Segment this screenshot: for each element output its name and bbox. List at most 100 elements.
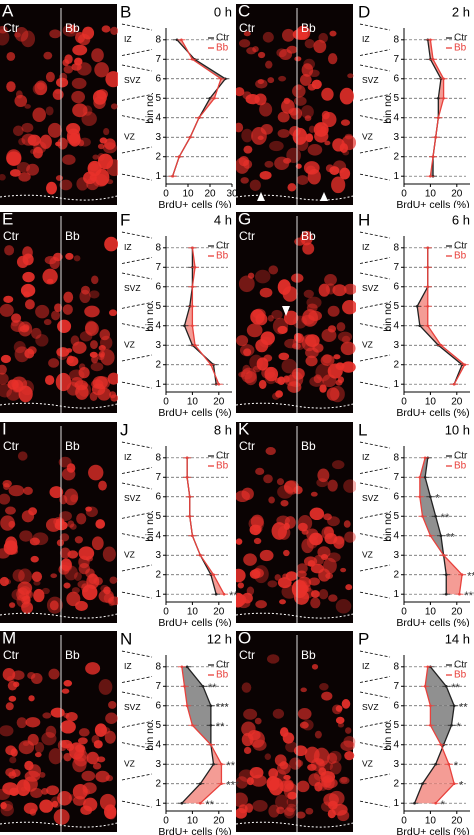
cell xyxy=(78,363,86,371)
y-tick-label: 2 xyxy=(155,569,161,580)
point xyxy=(199,553,202,557)
cell xyxy=(238,275,255,293)
cell xyxy=(85,506,93,512)
cell xyxy=(82,105,93,116)
cell xyxy=(109,391,117,399)
cell xyxy=(57,791,72,806)
cell xyxy=(108,309,118,317)
point xyxy=(180,665,184,669)
cell xyxy=(340,740,355,752)
x-tick-label: 20 xyxy=(451,397,463,408)
cell xyxy=(296,811,306,819)
difference-area xyxy=(200,764,222,784)
cell xyxy=(315,363,332,382)
point xyxy=(434,762,437,766)
point xyxy=(429,495,432,499)
cell xyxy=(271,309,283,320)
point xyxy=(209,363,213,367)
cell xyxy=(0,576,10,587)
zone-bracket xyxy=(121,533,153,541)
difference-area xyxy=(425,686,455,706)
cell xyxy=(0,364,7,375)
cell xyxy=(94,62,109,78)
cell xyxy=(345,727,352,734)
cell xyxy=(241,128,253,143)
cell xyxy=(343,479,357,493)
cell xyxy=(98,480,107,491)
cell xyxy=(81,111,97,127)
point xyxy=(429,723,432,727)
zone-bracket xyxy=(359,231,391,239)
cell xyxy=(59,547,71,559)
y-axis-label: bin no. xyxy=(382,719,394,751)
point xyxy=(426,304,430,308)
cell xyxy=(341,699,351,709)
series-line xyxy=(181,666,223,804)
legend-label: Ctr xyxy=(216,241,230,252)
y-tick-label: 2 xyxy=(393,359,399,370)
image-label: Ctr xyxy=(239,229,255,243)
legend-label: Bb xyxy=(454,670,467,681)
cell xyxy=(321,776,332,788)
cell xyxy=(23,291,31,298)
x-axis-label: BrdU+ cells (%) xyxy=(396,826,469,835)
cell xyxy=(56,347,70,357)
point xyxy=(180,801,184,805)
legend-label: Ctr xyxy=(216,33,230,44)
point xyxy=(183,324,186,328)
pia-outline xyxy=(235,194,354,201)
zone-bracket xyxy=(121,301,153,309)
x-tick-label: 10 xyxy=(425,189,437,200)
cell xyxy=(70,494,78,503)
zone-label: IZ xyxy=(124,452,132,462)
difference-area xyxy=(419,496,436,517)
cell xyxy=(17,581,33,595)
cell xyxy=(237,582,245,589)
chart-title: 0 h xyxy=(214,4,232,19)
cell xyxy=(74,57,83,66)
point xyxy=(183,684,186,688)
zone-label: VZ xyxy=(362,339,373,349)
cell xyxy=(75,744,86,753)
point xyxy=(191,285,194,289)
cell xyxy=(73,255,81,262)
cell xyxy=(271,522,287,540)
cell xyxy=(259,171,272,180)
panel-letter: C xyxy=(238,1,250,20)
cell xyxy=(0,29,10,46)
zone-label: VZ xyxy=(124,131,135,141)
cell xyxy=(307,168,321,185)
legend-label: Bb xyxy=(454,251,467,262)
cell xyxy=(318,588,329,600)
cell xyxy=(339,143,349,153)
chart-title: 8 h xyxy=(214,422,232,437)
cell xyxy=(48,668,60,680)
image-label: Ctr xyxy=(3,648,19,662)
y-tick-label: 7 xyxy=(155,262,161,273)
cell xyxy=(326,387,340,401)
cell xyxy=(98,345,106,351)
cell xyxy=(2,782,18,795)
point xyxy=(224,77,227,81)
cell xyxy=(332,284,347,297)
cell xyxy=(343,520,351,528)
zone-bracket xyxy=(359,441,391,449)
cell xyxy=(300,230,313,246)
point xyxy=(429,704,432,708)
zone-label: SVZ xyxy=(362,493,379,503)
cell xyxy=(292,84,306,98)
cell xyxy=(3,295,14,303)
chart-title: 14 h xyxy=(445,631,470,646)
cell xyxy=(310,597,321,609)
point xyxy=(444,573,448,577)
x-axis-label: BrdU+ cells (%) xyxy=(396,199,469,211)
legend-label: Bb xyxy=(454,461,467,472)
point xyxy=(209,743,213,747)
series-line xyxy=(183,247,217,385)
cell xyxy=(32,532,49,546)
cell xyxy=(327,552,341,563)
cell xyxy=(104,138,116,150)
cell xyxy=(300,105,314,119)
cells xyxy=(231,447,357,614)
cell xyxy=(317,468,330,483)
